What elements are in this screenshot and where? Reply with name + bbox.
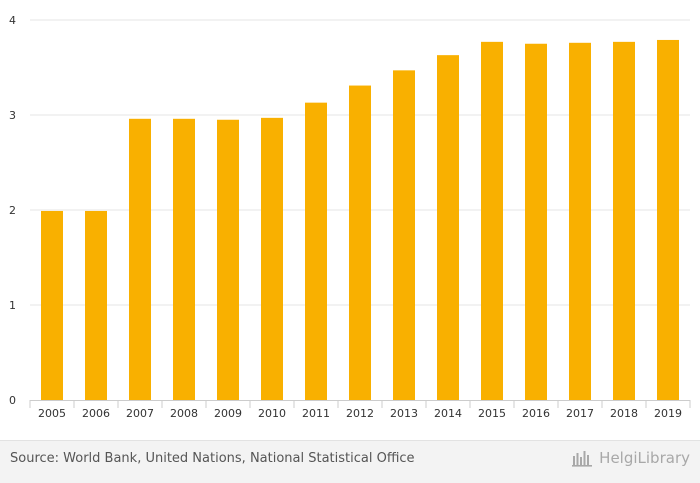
bar-2010 — [261, 117, 283, 400]
bar-2011 — [305, 102, 327, 401]
source-text: Source: World Bank, United Nations, Nati… — [10, 451, 415, 466]
bar-2016 — [525, 43, 547, 400]
bar-2017 — [569, 42, 591, 401]
x-axis-tick-labels: 2005 2006 2007 2008 2009 2010 2011 2012 2013 2014… — [38, 407, 682, 420]
bar-2012 — [349, 85, 371, 401]
bar-2009 — [217, 119, 239, 400]
x-tick-label-2010: 2010 — [258, 407, 286, 420]
x-tick-label-2012: 2012 — [346, 407, 374, 420]
bar-2015 — [481, 41, 503, 400]
x-tick-label-2011: 2011 — [302, 407, 330, 420]
bar-2005 — [41, 210, 63, 400]
bar-2018 — [613, 41, 635, 400]
y-axis-tick-labels: 0 1 2 3 4 — [9, 14, 16, 407]
x-tick-label-2005: 2005 — [38, 407, 66, 420]
bars — [41, 39, 679, 401]
x-tick-label-2015: 2015 — [478, 407, 506, 420]
y-tick-label-4: 4 — [9, 14, 16, 27]
brand-link[interactable]: HelgiLibrary — [572, 449, 690, 467]
chart-footer: Source: World Bank, United Nations, Nati… — [0, 440, 700, 483]
bar-2007 — [129, 118, 151, 401]
bar-2008 — [173, 118, 195, 401]
helgi-library-icon — [572, 451, 593, 467]
x-tick-label-2014: 2014 — [434, 407, 462, 420]
x-tick-label-2013: 2013 — [390, 407, 418, 420]
bar-2006 — [85, 210, 107, 400]
x-tick-label-2017: 2017 — [566, 407, 594, 420]
x-axis — [29, 400, 691, 408]
y-tick-label-1: 1 — [9, 299, 16, 312]
y-tick-label-0: 0 — [9, 394, 16, 407]
x-tick-label-2016: 2016 — [522, 407, 550, 420]
brand-name: HelgiLibrary — [599, 449, 690, 467]
x-tick-label-2008: 2008 — [170, 407, 198, 420]
x-tick-label-2006: 2006 — [82, 407, 110, 420]
bar-2014 — [437, 55, 459, 401]
y-tick-label-3: 3 — [9, 109, 16, 122]
x-tick-label-2019: 2019 — [654, 407, 682, 420]
bar-2019 — [657, 39, 679, 400]
x-tick-label-2007: 2007 — [126, 407, 154, 420]
x-tick-label-2009: 2009 — [214, 407, 242, 420]
x-tick-label-2018: 2018 — [610, 407, 638, 420]
bar-2013 — [393, 70, 415, 400]
y-tick-label-2: 2 — [9, 204, 16, 217]
